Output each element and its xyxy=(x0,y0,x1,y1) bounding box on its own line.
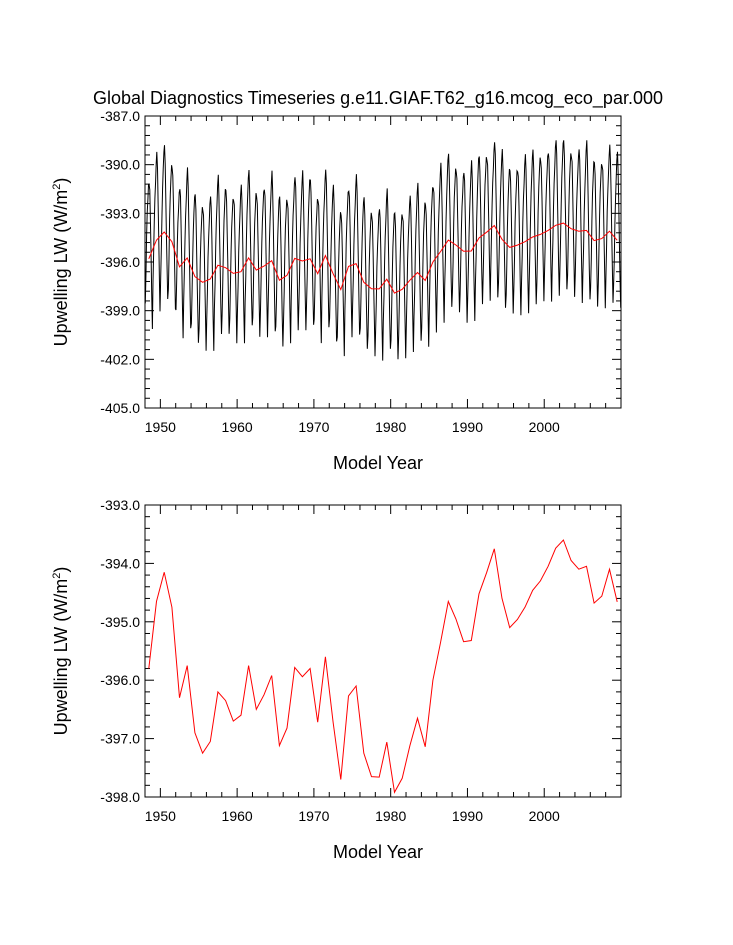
chart-title: Global Diagnostics Timeseries g.e11.GIAF… xyxy=(93,88,663,109)
y-tick-label: -394.0 xyxy=(100,555,140,571)
top-y-axis-label-end: ) xyxy=(51,178,71,184)
top-y-tick-labels: -387.0 -390.0 -393.0 -396.0 -399.0 -402.0 -405… xyxy=(100,108,140,416)
x-tick-label: 1970 xyxy=(298,808,329,824)
top-monthly-series-line xyxy=(144,140,622,361)
top-annual-series-line xyxy=(148,222,618,294)
y-tick-label: -393.0 xyxy=(100,497,140,513)
bottom-plot-frame xyxy=(144,504,622,798)
x-tick-label: 2000 xyxy=(529,808,560,824)
x-tick-label: 2000 xyxy=(529,419,560,435)
bottom-x-tick-labels: 1950 1960 1970 1980 1990 2000 xyxy=(145,808,560,824)
y-tick-label: -393.0 xyxy=(100,205,140,221)
y-tick-label: -398.0 xyxy=(100,789,140,805)
y-tick-label: -399.0 xyxy=(100,303,140,319)
x-tick-label: 1950 xyxy=(145,419,176,435)
bottom-x-axis-label: Model Year xyxy=(333,842,423,862)
x-tick-label: 1950 xyxy=(145,808,176,824)
bottom-panel: -393.0 -394.0 -395.0 -396.0 -397.0 -398.0 195… xyxy=(51,497,622,862)
y-tick-label: -405.0 xyxy=(100,400,140,416)
bottom-y-tick-labels: -393.0 -394.0 -395.0 -396.0 -397.0 -398.0 xyxy=(100,497,140,805)
top-panel: -387.0 -390.0 -393.0 -396.0 -399.0 -402.0 -405… xyxy=(51,108,622,473)
x-tick-label: 1990 xyxy=(452,419,483,435)
y-tick-label: -402.0 xyxy=(100,351,140,367)
bottom-y-axis-label-end: ) xyxy=(51,567,71,573)
top-y-axis-label-sup: 2 xyxy=(51,184,63,190)
top-plot-frame xyxy=(144,115,622,409)
y-tick-label: -395.0 xyxy=(100,614,140,630)
top-y-axis-label-main: Upwelling LW (W/m xyxy=(51,190,71,347)
x-tick-label: 1960 xyxy=(222,808,253,824)
y-tick-label: -390.0 xyxy=(100,157,140,173)
bottom-y-axis-label-main: Upwelling LW (W/m xyxy=(51,579,71,736)
x-tick-label: 1990 xyxy=(452,808,483,824)
top-y-axis-label: Upwelling LW (W/m2) xyxy=(51,178,71,347)
x-tick-label: 1960 xyxy=(222,419,253,435)
bottom-tick-marks xyxy=(145,504,622,798)
y-tick-label: -396.0 xyxy=(100,254,140,270)
y-tick-label: -396.0 xyxy=(100,672,140,688)
x-tick-label: 1980 xyxy=(375,808,406,824)
y-tick-label: -397.0 xyxy=(100,731,140,747)
x-tick-label: 1970 xyxy=(298,419,329,435)
bottom-y-axis-label: Upwelling LW (W/m2) xyxy=(51,567,71,736)
bottom-y-axis-label-sup: 2 xyxy=(51,573,63,579)
top-x-tick-labels: 1950 1960 1970 1980 1990 2000 xyxy=(145,419,560,435)
x-tick-label: 1980 xyxy=(375,419,406,435)
top-x-axis-label: Model Year xyxy=(333,453,423,473)
bottom-annual-series-line xyxy=(148,539,618,794)
y-tick-label: -387.0 xyxy=(100,108,140,124)
top-tick-marks xyxy=(145,115,622,409)
